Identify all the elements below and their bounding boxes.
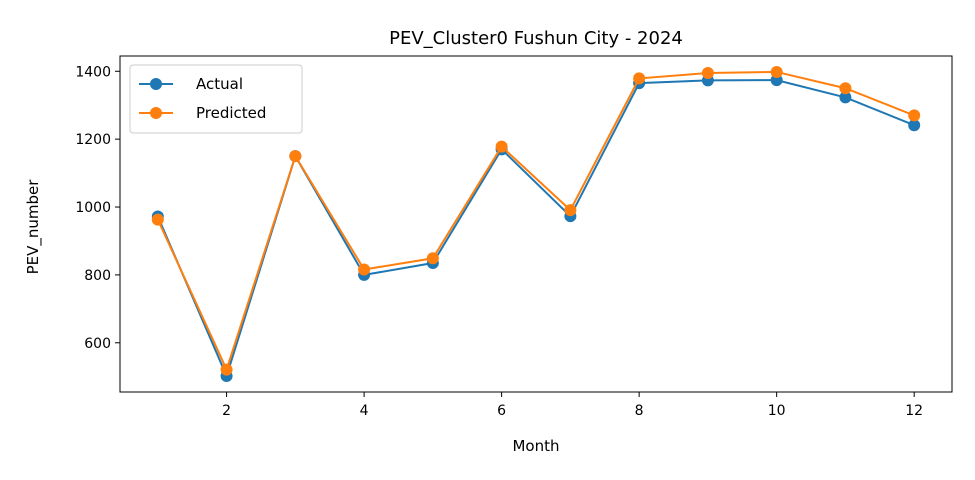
y-tick-label: 1400 — [75, 64, 111, 80]
data-point-predicted — [908, 109, 921, 122]
y-tick-label: 600 — [84, 336, 111, 352]
chart-title: PEV_Cluster0 Fushun City - 2024 — [389, 28, 683, 49]
data-point-predicted — [220, 363, 233, 376]
legend-label-actual: Actual — [196, 75, 243, 93]
x-axis-label: Month — [512, 437, 559, 455]
legend-box — [129, 64, 303, 134]
data-point-predicted — [770, 65, 783, 78]
series-layer — [151, 65, 921, 383]
y-tick-label: 800 — [84, 268, 111, 284]
x-tick-label: 12 — [905, 403, 923, 419]
legend-label-predicted: Predicted — [196, 104, 266, 122]
x-tick-label: 10 — [768, 403, 786, 419]
series-line-predicted — [156, 70, 915, 373]
legend-marker-predicted — [150, 107, 162, 119]
plot-frame — [119, 55, 953, 393]
x-axis: 2 4 6 8 10 12 — [222, 392, 923, 419]
data-point-predicted — [289, 150, 302, 163]
data-point-predicted — [426, 252, 439, 265]
data-point-predicted — [495, 140, 508, 153]
data-point-predicted — [151, 213, 164, 226]
data-point-predicted — [633, 72, 646, 85]
y-tick-label: 1000 — [75, 200, 111, 216]
legend-marker-actual — [150, 78, 162, 90]
x-tick-label: 6 — [497, 403, 506, 419]
data-point-predicted — [564, 204, 577, 217]
data-point-actual — [908, 119, 921, 132]
data-point-actual — [839, 91, 852, 104]
x-tick-label: 2 — [222, 403, 231, 419]
data-point-predicted — [701, 66, 714, 79]
x-tick-label: 8 — [635, 403, 644, 419]
y-axis: 600 800 1000 1200 1400 — [75, 64, 120, 352]
x-tick-label: 4 — [360, 403, 369, 419]
data-point-predicted — [839, 82, 852, 95]
legend: Actual Predicted — [129, 64, 303, 134]
data-point-predicted — [358, 263, 371, 276]
y-tick-label: 1200 — [75, 132, 111, 148]
y-axis-label: PEV_number — [24, 179, 43, 275]
